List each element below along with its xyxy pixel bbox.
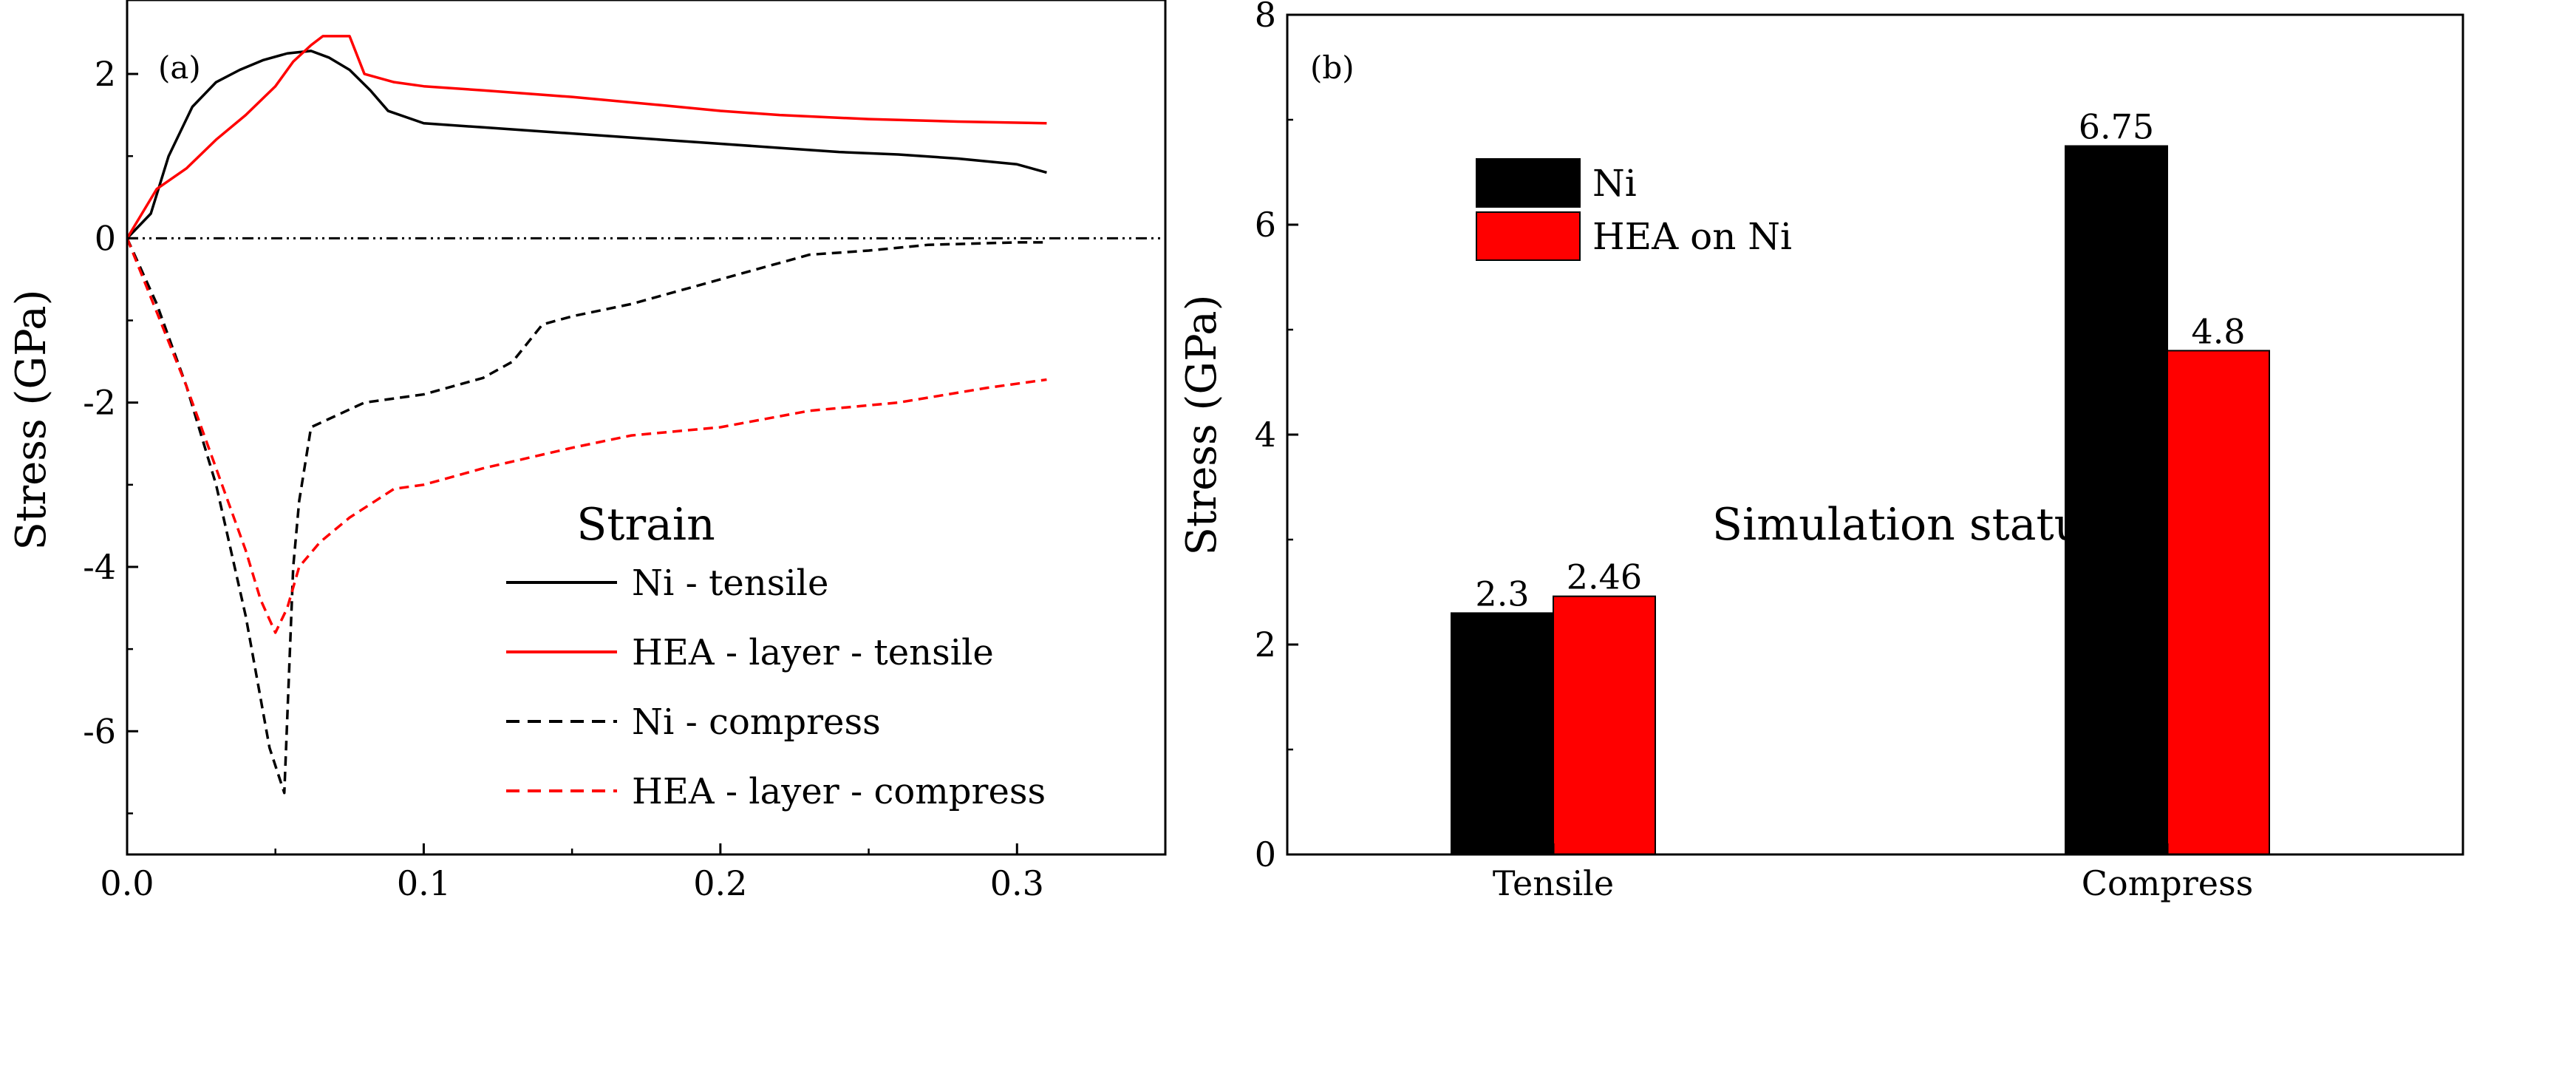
bar-tensile-ni <box>1451 612 1554 856</box>
legend-label: HEA - layer - tensile <box>632 632 994 673</box>
x-tick-label: 0.0 <box>100 863 154 903</box>
panel-a-series <box>126 35 1047 795</box>
bar-compress-hea-on-ni <box>2167 350 2270 855</box>
y-tick-label: 0 <box>95 218 116 258</box>
legend-swatch <box>1476 211 1581 261</box>
y-tick-label: -4 <box>83 547 116 587</box>
y-tick-label: 6 <box>1255 205 1276 245</box>
panel-a-x-axis: 0.0 0.1 0.2 0.3 <box>100 843 1044 903</box>
x-tick-label: 0.2 <box>693 863 747 903</box>
y-tick-label: 2 <box>95 54 116 94</box>
y-tick-label: 0 <box>1255 835 1276 874</box>
bar-tensile-hea-on-ni <box>1553 595 1656 855</box>
legend-label: Ni - compress <box>632 701 881 743</box>
legend-label: HEA on Ni <box>1592 215 1792 258</box>
panel-a-line-chart: 0.0 0.1 0.2 0.3 -6 -4 -2 0 2 (a) Strain Stress … <box>7 0 1167 903</box>
y-tick-label: -6 <box>83 711 116 751</box>
series-line-ni-compress <box>126 237 1047 795</box>
panel-b-x-axis-title: Simulation status <box>1712 499 2105 551</box>
bar-data-label: 2.3 <box>1475 574 1529 614</box>
panel-b-y-axis: 0 2 4 6 8 <box>1255 0 1298 874</box>
series-line-ni-tensile <box>126 50 1047 239</box>
panel-a-plot-frame <box>126 0 1167 856</box>
panel-a-y-axis: -6 -4 -2 0 2 <box>83 54 138 815</box>
x-tick-label: 0.3 <box>990 863 1044 903</box>
series-line-hea-layer-tensile <box>126 35 1047 239</box>
y-tick-label: 2 <box>1255 625 1276 665</box>
panel-b-y-axis-title: Stress (GPa) <box>1178 294 1226 555</box>
panel-b-bars: 2.3 2.46 6.75 4.8 <box>1451 107 2270 856</box>
panel-a-y-axis-title: Stress (GPa) <box>7 289 55 550</box>
y-tick-label: 4 <box>1255 415 1276 455</box>
x-tick-label: 0.1 <box>397 863 451 903</box>
legend-swatch <box>1476 158 1581 208</box>
panel-b-legend: Ni HEA on Ni <box>1476 158 1792 261</box>
y-tick-label: -2 <box>83 383 116 423</box>
bar-compress-ni <box>2065 145 2168 855</box>
series-line-hea-layer-compress <box>126 237 1047 634</box>
panel-a-label: (a) <box>158 50 201 86</box>
x-category-label: Tensile <box>1493 863 1614 903</box>
bar-data-label: 4.8 <box>2191 311 2245 351</box>
bar-data-label: 2.46 <box>1567 557 1642 597</box>
panel-b-x-axis: Tensile Compress <box>1493 843 2253 903</box>
y-tick-label: 8 <box>1255 0 1276 35</box>
bar-data-label: 6.75 <box>2079 107 2154 147</box>
x-category-label: Compress <box>2082 863 2253 903</box>
panel-a-legend: Ni - tensile HEA - layer - tensile Ni - co… <box>506 563 1046 812</box>
panel-b-label: (b) <box>1310 50 1355 86</box>
panel-b-bar-chart: 2.3 2.46 6.75 4.8 0 2 4 6 8 Tensile Compress (b)… <box>1178 0 2464 903</box>
panel-a-x-axis-title: Strain <box>576 499 715 551</box>
legend-label: Ni <box>1592 162 1637 205</box>
legend-label: HEA - layer - compress <box>632 771 1046 812</box>
legend-label: Ni - tensile <box>632 563 828 604</box>
